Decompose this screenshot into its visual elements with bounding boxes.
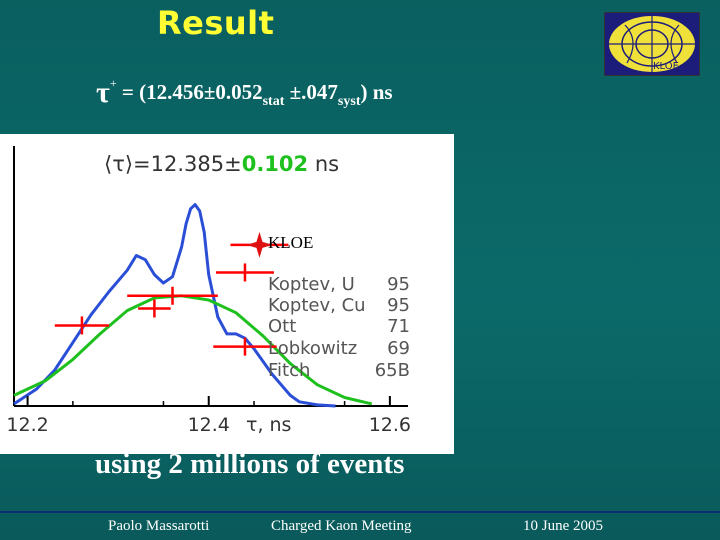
x-tick-label: 12.4 [188, 414, 230, 436]
x-axis-label: τ, ns [246, 414, 291, 436]
legend-number: 69 [387, 338, 410, 359]
legend-number: 71 [387, 316, 410, 337]
mean-annotation-highlight: 0.102 [242, 152, 308, 176]
mean-annotation: ⟨τ⟩=12.385±0.102 ns [104, 152, 339, 176]
legend-layer: KLOE Koptev, U 95 Koptev, Cu 95 Ott 71 Lobkowit… [268, 233, 410, 381]
x-tick-label: 12.2 [6, 414, 48, 436]
stat-label: stat [262, 94, 285, 109]
data-point-4 [138, 299, 171, 318]
footer-meeting: Charged Kaon Meeting [271, 518, 412, 534]
lifetime-chart: 12.2 12.4 12.6 KLOE Koptev, U 95 Koptev, Cu 95… [0, 134, 454, 454]
curves-layer [13, 203, 373, 408]
footer-divider [0, 511, 720, 513]
result-unit: ) ns [360, 80, 393, 104]
legend-label: Fitch [268, 360, 310, 381]
data-point-3 [127, 286, 218, 305]
tau-symbol: τ [96, 76, 110, 109]
footer-author: Paolo Massarotti [108, 518, 210, 534]
plot-background [0, 134, 454, 454]
footer-date: 10 June 2005 [523, 518, 603, 534]
legend-number: 95 [387, 274, 410, 295]
star-marker [246, 231, 273, 258]
data-point-6 [213, 337, 277, 356]
mean-annotation-suffix: ns [308, 152, 339, 176]
slide-title: Result [157, 4, 275, 42]
data-point-5 [54, 316, 110, 335]
ticks-layer: 12.2 12.4 12.6 [6, 396, 411, 436]
legend-number: 95 [387, 295, 410, 316]
events-text: using 2 millions of events [95, 448, 405, 480]
legend-label: Koptev, U [268, 274, 355, 295]
legend-label: Koptev, Cu [268, 295, 366, 316]
legend-label: Ott [268, 316, 296, 337]
syst-label: syst [337, 94, 361, 109]
kloe-logo-graphic: KLOE [605, 13, 699, 75]
data-point-1 [230, 231, 289, 258]
legend-label: KLOE [268, 233, 313, 252]
legend-label: Lobkowitz [268, 338, 357, 359]
logo-text: KLOE [653, 61, 679, 72]
syst-value: ±.047 [284, 80, 338, 104]
result-value: = (12.456±0.052 [116, 80, 263, 104]
curve-2 [13, 294, 373, 406]
mean-annotation-prefix: ⟨τ⟩=12.385± [104, 152, 242, 176]
points-layer [54, 231, 289, 356]
curve-1 [13, 203, 336, 408]
legend-number: 65B [375, 360, 410, 381]
x-tick-label: 12.6 [369, 414, 411, 436]
result-formula: τ+ = (12.456±0.052stat ±.047syst) ns [96, 76, 393, 110]
lifetime-plot: 12.2 12.4 12.6 KLOE Koptev, U 95 Koptev, Cu 95… [0, 134, 454, 454]
kloe-logo: KLOE [604, 12, 700, 76]
tau-charge: + [109, 76, 117, 90]
data-point-2 [215, 263, 274, 282]
